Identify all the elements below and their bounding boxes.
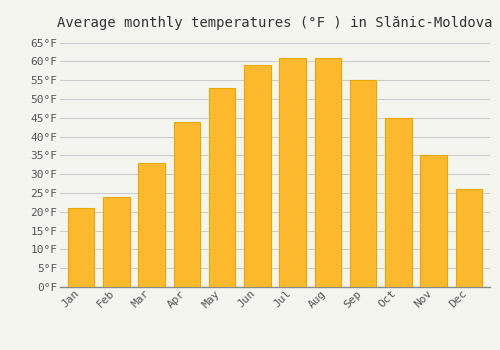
Bar (420, 155, 447, 287)
Bar (68, 208, 94, 287)
Bar (103, 197, 130, 287)
Bar (385, 118, 411, 287)
Bar (174, 121, 200, 287)
Bar (138, 163, 165, 287)
Bar (456, 189, 482, 287)
Bar (244, 65, 270, 287)
Bar (280, 57, 306, 287)
Title: Average monthly temperatures (°F ) in Slănic-Moldova: Average monthly temperatures (°F ) in Sl… (57, 16, 493, 30)
Bar (314, 57, 341, 287)
Bar (209, 88, 236, 287)
Bar (350, 80, 376, 287)
